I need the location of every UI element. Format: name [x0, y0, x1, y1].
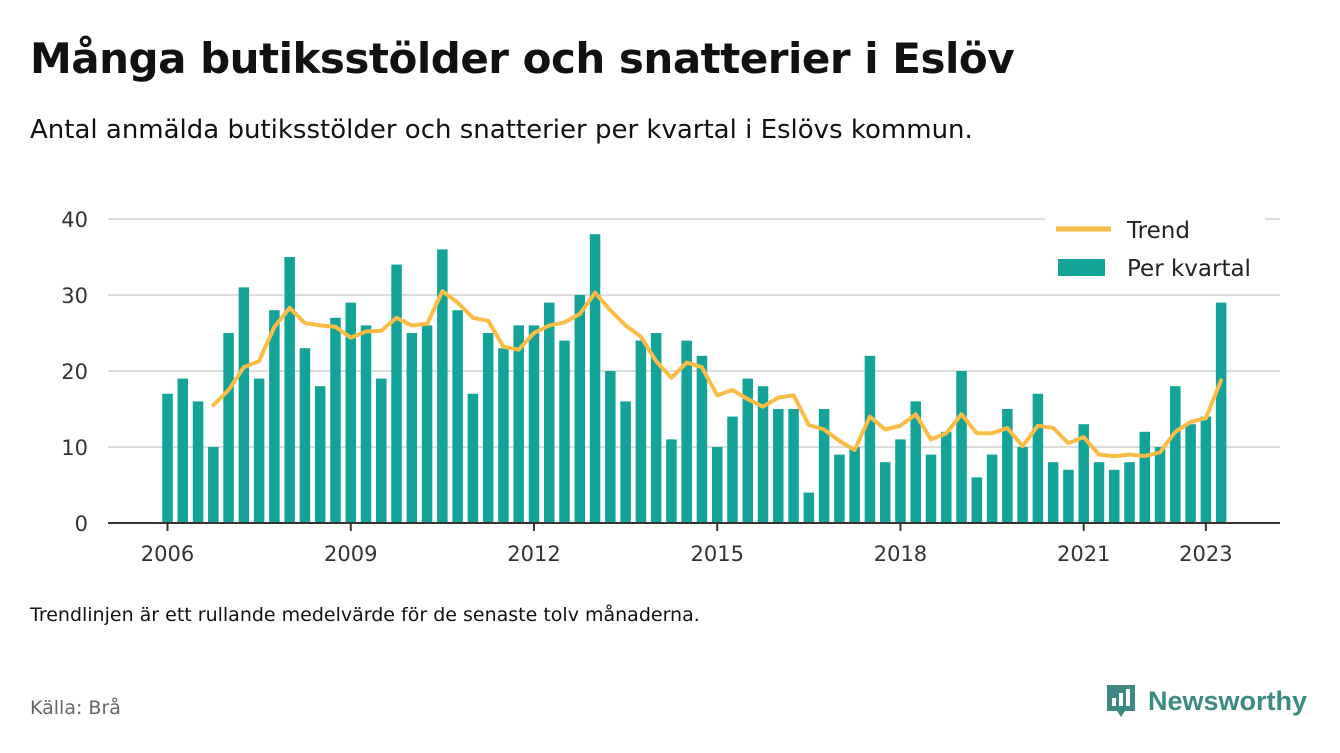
legend: Trend Per kvartal	[1045, 214, 1265, 290]
bar	[528, 325, 540, 523]
source-label: Källa: Brå	[30, 697, 121, 719]
bar	[223, 333, 234, 523]
x-tick-label: 2015	[690, 542, 743, 566]
bar	[757, 386, 769, 523]
bar	[681, 340, 692, 523]
x-tick-label: 2021	[1057, 542, 1110, 566]
bar	[467, 393, 479, 523]
bar	[1017, 447, 1028, 523]
bar	[177, 378, 189, 523]
bar	[696, 355, 708, 523]
bar	[742, 378, 754, 523]
chart: 0 10 20 30 40 2006 2009 2012 2015 2018 2021 2023 T…	[61, 208, 1280, 566]
y-tick-label: 40	[61, 208, 88, 232]
bar	[971, 477, 983, 523]
bar	[253, 378, 265, 523]
bar-series	[162, 234, 1227, 523]
bar	[238, 287, 250, 523]
bar	[498, 348, 509, 523]
x-tick-label: 2009	[324, 542, 377, 566]
bar	[910, 401, 921, 523]
legend-trend-label: Trend	[1126, 218, 1190, 244]
bar	[269, 310, 280, 523]
x-tick-label: 2006	[141, 542, 194, 566]
bar	[727, 416, 738, 523]
bar	[1108, 469, 1120, 523]
footnote: Trendlinjen är ett rullande medelvärde f…	[30, 604, 700, 626]
bar	[1170, 386, 1181, 523]
bar	[895, 439, 906, 523]
legend-bar-label: Per kvartal	[1127, 256, 1251, 282]
y-tick-label: 10	[61, 436, 88, 460]
bar	[284, 257, 295, 523]
bar	[605, 371, 616, 523]
y-tick-label: 20	[61, 360, 88, 384]
axes: 2006 2009 2012 2015 2018 2021 2023	[108, 522, 1280, 566]
bar	[803, 492, 815, 523]
bar	[421, 325, 433, 523]
bar	[482, 333, 494, 523]
bar	[391, 264, 402, 523]
bar	[574, 295, 586, 523]
trend-line	[211, 289, 1224, 459]
bar	[192, 401, 204, 523]
bar	[299, 348, 311, 523]
bar	[620, 401, 631, 523]
bar	[956, 371, 967, 523]
bar	[1185, 424, 1196, 523]
chart-subtitle: Antal anmälda butiksstölder och snatteri…	[30, 115, 973, 145]
bar	[986, 454, 998, 523]
bar	[452, 310, 463, 523]
bar	[925, 454, 937, 523]
bar	[589, 234, 601, 523]
bar	[1093, 462, 1105, 523]
bar	[1154, 447, 1166, 523]
bar	[1139, 431, 1151, 523]
x-tick-label: 2023	[1179, 542, 1232, 566]
bar	[208, 447, 219, 523]
bar	[437, 249, 448, 523]
bar	[1200, 416, 1212, 523]
newsworthy-logo-icon	[1106, 685, 1135, 717]
bar	[788, 409, 799, 523]
grid: 0 10 20 30 40	[61, 208, 1280, 536]
bar	[1032, 393, 1044, 523]
bar	[1063, 469, 1074, 523]
y-tick-label: 0	[75, 512, 88, 536]
bar	[834, 454, 845, 523]
legend-bar-swatch	[1058, 259, 1105, 276]
bar	[330, 317, 341, 523]
bar	[406, 333, 418, 523]
bar	[1078, 424, 1089, 523]
bar	[818, 409, 830, 523]
bar	[864, 355, 876, 523]
bar	[849, 447, 860, 523]
bar	[360, 325, 372, 523]
y-tick-label: 30	[61, 284, 88, 308]
bar	[1002, 409, 1013, 523]
trend-series	[211, 289, 1224, 459]
brand-name: Newsworthy	[1147, 685, 1307, 716]
bar	[513, 325, 524, 523]
bar	[879, 462, 891, 523]
bar	[666, 439, 677, 523]
bar	[1124, 462, 1135, 523]
bar	[544, 302, 555, 523]
bar	[1047, 462, 1059, 523]
chart-title: Många butiksstölder och snatterier i Esl…	[30, 34, 1015, 83]
bar	[162, 393, 173, 523]
bar	[635, 340, 647, 523]
bar	[650, 333, 662, 523]
bar	[1215, 302, 1227, 523]
bar	[376, 378, 387, 523]
brand[interactable]: Newsworthy	[1104, 682, 1307, 720]
bar	[345, 302, 356, 523]
x-tick-label: 2012	[507, 542, 560, 566]
bar	[711, 447, 723, 523]
bar	[773, 409, 784, 523]
bar	[941, 431, 952, 523]
bar	[314, 386, 326, 523]
x-tick-label: 2018	[874, 542, 927, 566]
bar	[559, 340, 570, 523]
